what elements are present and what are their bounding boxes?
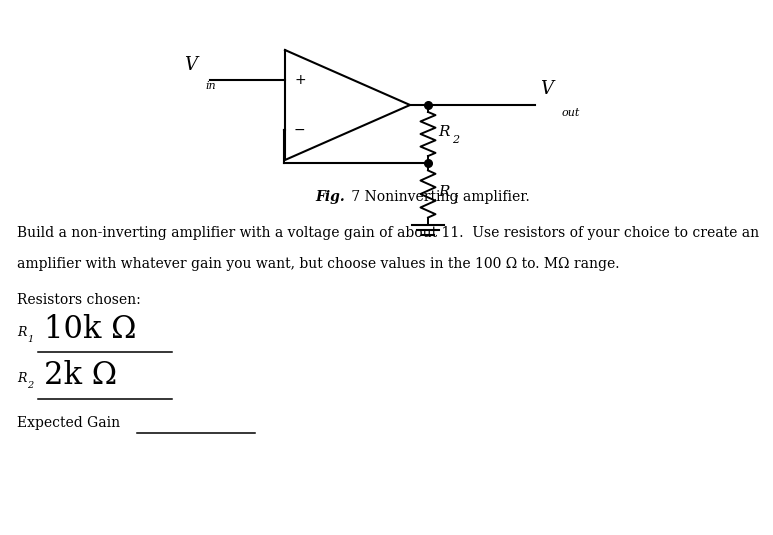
Text: 7 Noninverting amplifier.: 7 Noninverting amplifier. xyxy=(347,190,530,204)
Text: V: V xyxy=(184,56,197,74)
Text: V: V xyxy=(540,80,553,98)
Text: Fig.: Fig. xyxy=(315,190,345,204)
Text: in: in xyxy=(205,81,216,91)
Text: 1: 1 xyxy=(452,195,459,205)
Text: amplifier with whatever gain you want, but choose values in the 100 Ω to. MΩ ran: amplifier with whatever gain you want, b… xyxy=(17,257,619,271)
Text: out: out xyxy=(562,108,581,118)
Text: R: R xyxy=(17,372,26,386)
Text: R: R xyxy=(438,185,450,199)
Text: Expected Gain: Expected Gain xyxy=(17,416,120,430)
Text: 1: 1 xyxy=(27,334,33,343)
Text: Resistors chosen:: Resistors chosen: xyxy=(17,293,141,307)
Text: 2: 2 xyxy=(452,135,459,145)
Text: Build a non-inverting amplifier with a voltage gain of about 11.  Use resistors : Build a non-inverting amplifier with a v… xyxy=(17,226,759,240)
Text: 2: 2 xyxy=(27,381,33,391)
Text: R: R xyxy=(438,125,450,139)
Text: −: − xyxy=(294,123,305,137)
Text: R: R xyxy=(17,325,26,339)
Text: 2k Ω: 2k Ω xyxy=(44,361,117,392)
Text: 10k Ω: 10k Ω xyxy=(44,314,137,345)
Text: +: + xyxy=(294,73,305,87)
